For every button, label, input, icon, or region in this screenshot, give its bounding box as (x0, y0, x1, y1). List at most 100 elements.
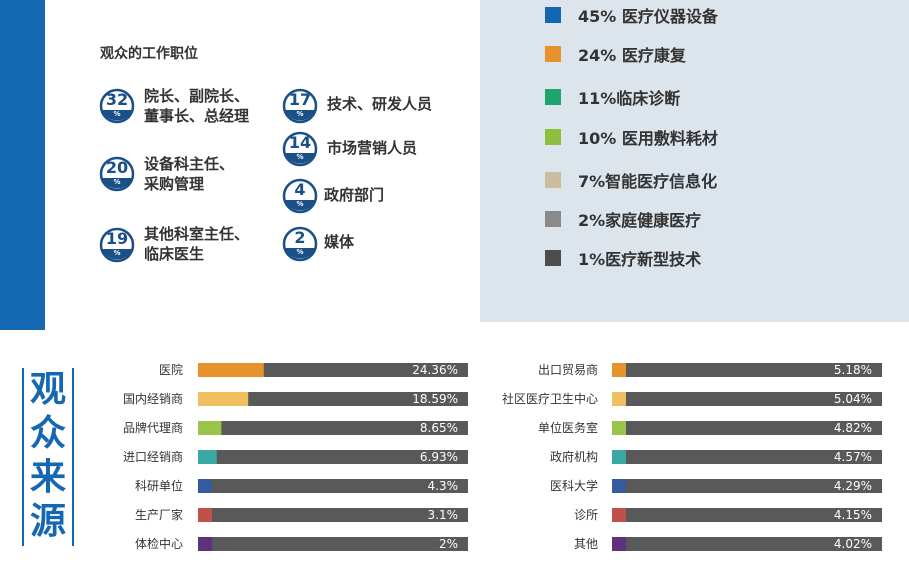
job-label: 媒体 (324, 233, 355, 251)
category-label: 国内经销商 (123, 391, 183, 406)
value-label: 4.3% (428, 479, 459, 493)
job-badge: 20 % (99, 156, 135, 192)
source-bar-charts: 医院 24.36% 国内经销商 18.59% 品牌代理商 8.65% 进口经销商 6.93% 科… (123, 362, 882, 551)
job-percent-value: 20 (105, 158, 129, 177)
bar (612, 363, 626, 377)
value-label: 4.02% (834, 537, 872, 551)
bar-track (198, 508, 468, 522)
job-badge: 32 % (99, 88, 135, 124)
legend-label: 7%智能医疗信息化 (578, 172, 718, 191)
job-percent-value: 4 (294, 180, 306, 199)
bar-track (198, 392, 468, 406)
left-accent-bar (0, 0, 45, 330)
bar-track (198, 450, 468, 464)
category-label: 社区医疗卫生中心 (502, 391, 598, 406)
bar (198, 479, 212, 493)
category-label: 体检中心 (135, 536, 183, 551)
bar (612, 508, 626, 522)
bar-track (198, 421, 468, 435)
bar-track (198, 363, 468, 377)
category-label: 品牌代理商 (123, 420, 183, 435)
category-label: 诊所 (574, 508, 598, 522)
job-badge: 2 % (282, 226, 318, 262)
job-section-title: 观众的工作职位 (100, 46, 198, 62)
job-percent-value: 2 (294, 228, 306, 247)
value-label: 5.18% (834, 363, 872, 377)
job-label: 技术、研发人员 (327, 95, 433, 113)
legend-item: 24% 医疗康复 (545, 43, 686, 65)
bar-track (612, 392, 882, 406)
job-percent-unit: % (296, 110, 304, 118)
category-label: 政府机构 (550, 449, 598, 464)
job-label: 市场营销人员 (327, 139, 418, 157)
legend-swatch (545, 250, 561, 266)
bar (198, 508, 212, 522)
value-label: 6.93% (420, 450, 458, 464)
value-label: 2% (439, 537, 458, 551)
legend-swatch (545, 89, 561, 105)
bar (612, 537, 626, 551)
value-label: 4.82% (834, 421, 872, 435)
job-label: 院长、副院长、 董事长、总经理 (144, 87, 250, 125)
job-percent-value: 17 (288, 90, 312, 109)
legend-label: 1%医疗新型技术 (578, 250, 702, 269)
legend-item: 7%智能医疗信息化 (545, 169, 717, 191)
job-percent-value: 19 (105, 229, 129, 248)
bar-track (612, 537, 882, 551)
bar (612, 479, 626, 493)
bar (612, 421, 626, 435)
value-label: 18.59% (412, 392, 458, 406)
category-label: 单位医务室 (538, 420, 598, 435)
bar-track (198, 537, 468, 551)
category-label: 进口经销商 (123, 449, 183, 464)
job-label: 其他科室主任、 临床医生 (144, 225, 250, 263)
bar (612, 392, 626, 406)
job-label: 政府部门 (324, 186, 385, 204)
job-percent-unit: % (113, 110, 121, 118)
job-label: 设备科主任、 采购管理 (144, 155, 235, 193)
job-percent-value: 14 (288, 133, 312, 152)
legend-item: 1%医疗新型技术 (545, 247, 701, 269)
value-label: 4.29% (834, 479, 872, 493)
legend-item: 2%家庭健康医疗 (545, 208, 701, 230)
value-label: 3.1% (428, 508, 459, 522)
bar (198, 450, 217, 464)
source-title-char: 来 (29, 457, 66, 498)
job-badge: 4 % (282, 178, 318, 214)
job-percent-unit: % (113, 249, 121, 257)
legend-swatch (545, 211, 561, 227)
legend-item: 11%临床诊断 (545, 86, 680, 108)
category-label: 医科大学 (550, 478, 598, 493)
job-percent-unit: % (113, 178, 121, 186)
job-percent-unit: % (296, 200, 304, 208)
source-title-char: 源 (29, 501, 66, 542)
category-label: 生产厂家 (135, 507, 183, 522)
category-label: 出口贸易商 (538, 362, 598, 377)
job-percent-unit: % (296, 248, 304, 256)
bar-track (612, 479, 882, 493)
legend-swatch (545, 7, 561, 23)
category-label: 其他 (574, 537, 598, 551)
job-percent-unit: % (296, 153, 304, 161)
bar-track (198, 479, 468, 493)
legend-label: 10% 医用敷料耗材 (578, 129, 718, 148)
legend-swatch (545, 129, 561, 145)
bar (198, 537, 212, 551)
category-label: 医院 (159, 363, 183, 377)
legend-label: 2%家庭健康医疗 (578, 211, 702, 230)
bar-track (612, 508, 882, 522)
source-title-box: 观 众 来 源 (22, 368, 74, 546)
job-badge: 17 % (282, 88, 318, 124)
bar (612, 450, 626, 464)
job-badge: 14 % (282, 131, 318, 167)
legend-item: 45% 医疗仪器设备 (545, 4, 718, 26)
legend-swatch (545, 46, 561, 62)
source-title-char: 观 (29, 369, 66, 410)
value-label: 4.57% (834, 450, 872, 464)
job-badge: 19 % (99, 227, 135, 263)
bar-track (612, 450, 882, 464)
bar (198, 363, 264, 377)
legend-label: 11%临床诊断 (578, 89, 681, 108)
value-label: 8.65% (420, 421, 458, 435)
bar-track (612, 421, 882, 435)
